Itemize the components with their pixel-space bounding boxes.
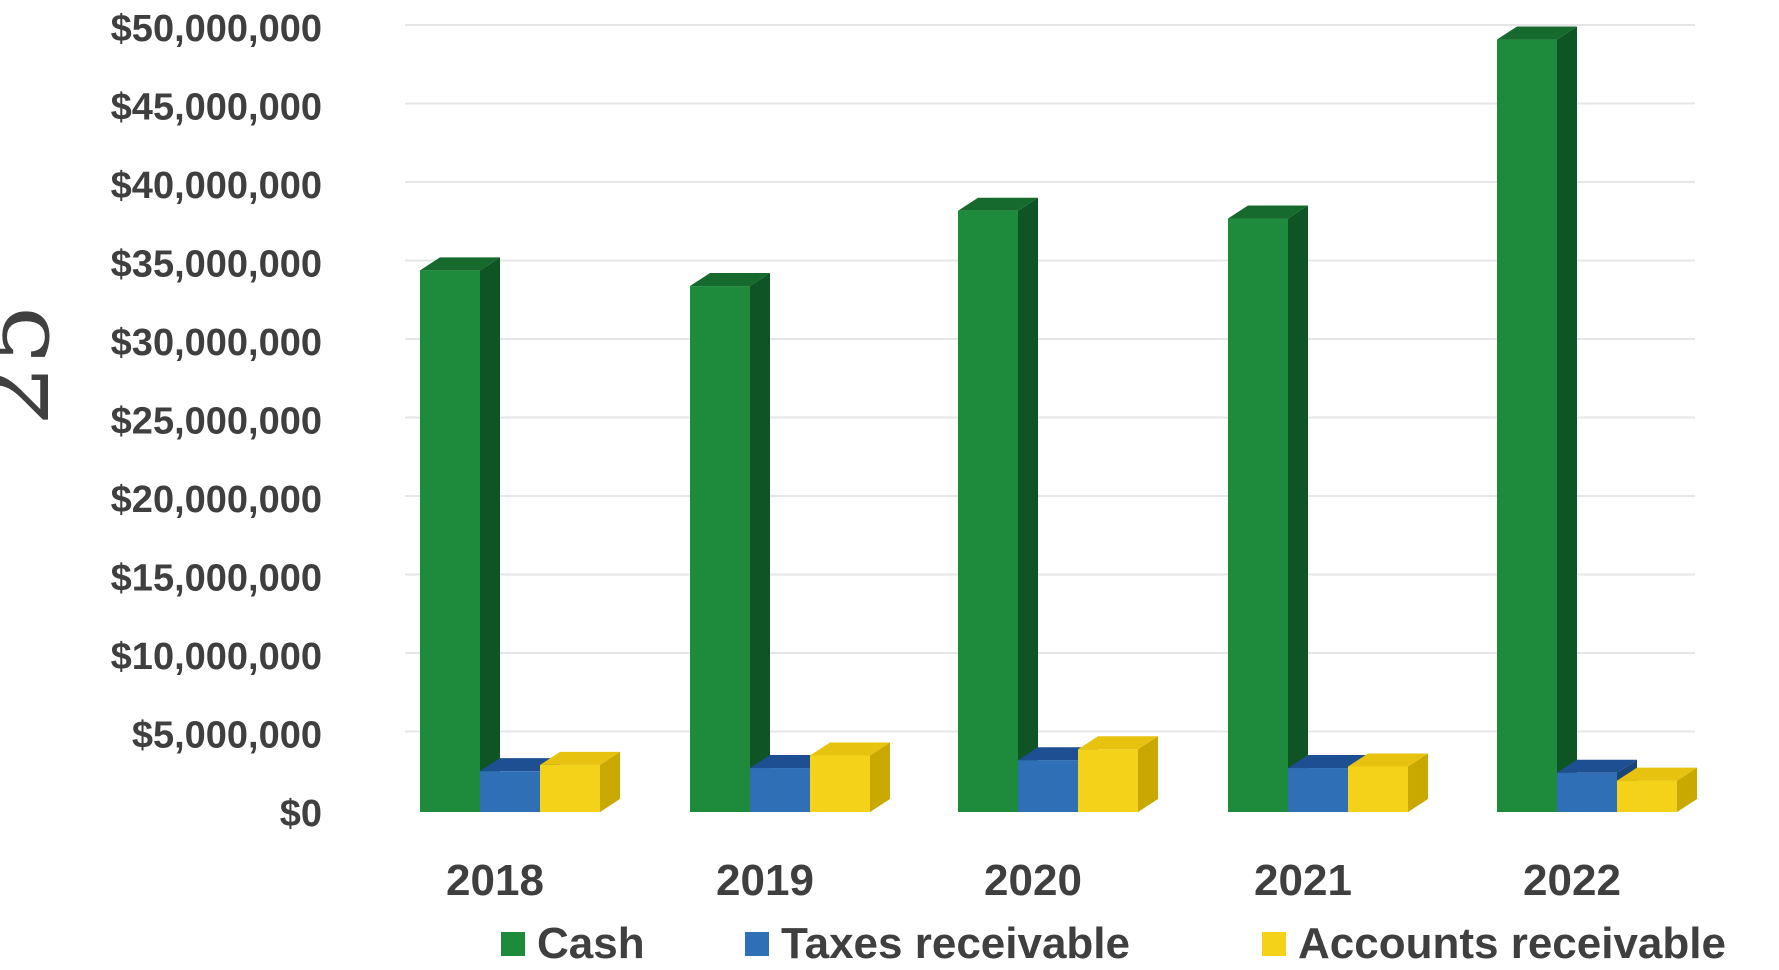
bar-top-face [1288,755,1368,769]
bar-side-face [870,742,890,812]
x-tick-label: 2019 [716,856,814,905]
bar-side-face [1677,767,1697,812]
legend-label: Taxes receivable [781,919,1130,965]
bar-side-face [1408,753,1428,812]
bar-top-face [1078,736,1158,750]
bar-top-face [690,273,770,287]
legend-item-taxes-receivable: Taxes receivable [745,919,1130,968]
x-tick-label: 2022 [1523,856,1621,905]
y-tick-label: $30,000,000 [111,322,322,364]
y-axis-tick-labels: $0 $5,000,000 $10,000,000 $15,000,000 $20,00… [111,8,322,835]
bar-side-face [1138,736,1158,812]
y-tick-label: $35,000,000 [111,244,322,286]
y-tick-label: $5,000,000 [132,715,322,757]
bar-cash-2021 [1228,205,1308,813]
y-tick-label: $25,000,000 [111,401,322,443]
legend-swatch [1262,932,1286,956]
bar-cash-2022 [1497,26,1577,813]
bar-front-face [540,764,600,812]
legend-swatch [745,932,769,956]
y-tick-label: $45,000,000 [111,87,322,129]
bar-side-face [1018,197,1038,812]
bar-front-face [1228,218,1288,813]
bar-top-face [958,197,1038,211]
x-axis-tick-labels: 2018 2019 2020 2021 2022 [446,856,1621,905]
bar-side-face [480,257,500,813]
bar-front-face [690,286,750,812]
gridlines [405,24,1695,733]
bar-side-face [1557,26,1577,813]
bar-accounts-receivable-2021 [1348,753,1428,812]
bar-side-face [600,751,620,812]
y-tick-label: $15,000,000 [111,558,322,600]
bar-cash-2020 [958,197,1038,812]
bar-top-face [1497,26,1577,40]
bar-side-face [1288,205,1308,813]
y-tick-label: $40,000,000 [111,165,322,207]
legend-item-cash: Cash [501,919,645,968]
bar-front-face [750,768,810,812]
y-tick-label: $50,000,000 [111,8,322,50]
x-tick-label: 2021 [1254,856,1352,905]
bar-top-face [1348,753,1428,767]
bar-side-face [750,273,770,812]
legend-item-accounts-receivable: Accounts receivable [1262,919,1726,968]
bar-top-face [540,751,620,765]
bar-front-face [1348,766,1408,812]
bar-cash-2019 [690,273,770,812]
bar-front-face [810,755,870,812]
bar-front-face [1018,760,1078,812]
handwritten-annotation: 25 [0,304,71,426]
bar-front-face [1557,772,1617,812]
bar-top-face [810,742,890,756]
bar-accounts-receivable-2019 [810,742,890,812]
y-tick-label: $10,000,000 [111,636,322,678]
bar-front-face [1497,39,1557,813]
legend-label: Accounts receivable [1298,919,1726,965]
bar-front-face [1078,749,1138,812]
bar-top-face [1617,767,1697,781]
legend-label: Cash [537,919,645,965]
bar-front-face [1288,768,1348,812]
bar-top-face [1228,205,1308,219]
bar-accounts-receivable-2020 [1078,736,1158,812]
bar-front-face [480,771,540,812]
y-tick-label: $0 [280,793,322,835]
bar-accounts-receivable-2022 [1617,767,1697,812]
bar-front-face [420,270,480,813]
bar-front-face [958,210,1018,812]
bar-top-face [1557,759,1637,773]
bar-front-face [1617,780,1677,812]
bar-accounts-receivable-2018 [540,751,620,812]
bars [420,26,1697,813]
bar-top-face [420,257,500,271]
y-tick-label: $20,000,000 [111,479,322,521]
bar-cash-2018 [420,257,500,813]
legend-swatch [501,932,525,956]
x-tick-label: 2020 [984,856,1082,905]
legend: Cash Taxes receivable Accounts receivable [501,919,1726,968]
x-tick-label: 2018 [446,856,544,905]
